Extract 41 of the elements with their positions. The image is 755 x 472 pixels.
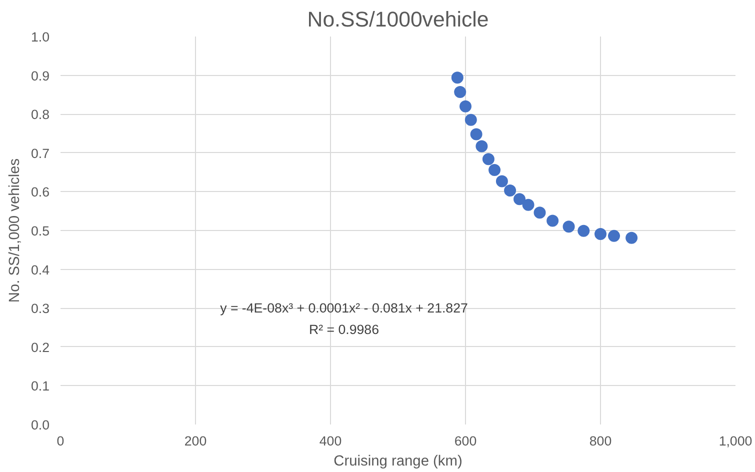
point bbox=[562, 220, 575, 233]
y-tick-label: 0.8 bbox=[30, 107, 50, 122]
x-tick-label: 800 bbox=[589, 434, 612, 448]
y-axis-title: No. SS/1,000 vehicles bbox=[6, 158, 23, 303]
y-tick-label: 0.9 bbox=[30, 68, 50, 84]
point bbox=[514, 193, 526, 206]
x-tick-label: 1,000 bbox=[718, 434, 752, 448]
point bbox=[460, 100, 472, 112]
point bbox=[476, 140, 488, 152]
y-tick-label: 0.7 bbox=[30, 146, 50, 161]
point bbox=[578, 224, 590, 237]
point bbox=[464, 114, 477, 126]
point bbox=[451, 72, 464, 84]
y-tick-label: 0.3 bbox=[30, 301, 50, 316]
x-tick-label: 200 bbox=[184, 434, 207, 448]
y-tick-label: 0.2 bbox=[30, 340, 50, 355]
point bbox=[454, 86, 466, 98]
point bbox=[488, 164, 501, 176]
point bbox=[608, 230, 620, 242]
y-tick-label: 0.0 bbox=[30, 418, 50, 432]
point bbox=[482, 153, 494, 166]
y-tick-label: 1.0 bbox=[30, 30, 50, 44]
annotation: y = -4E-08x³ + 0.0001x² - 0.081x + 21.827 bbox=[220, 300, 468, 316]
point bbox=[626, 232, 638, 244]
point bbox=[470, 128, 482, 140]
point bbox=[496, 175, 508, 188]
x-tick-label: 0 bbox=[56, 434, 64, 448]
point bbox=[522, 198, 534, 211]
point bbox=[504, 184, 516, 197]
x-tick-label: 400 bbox=[319, 434, 342, 448]
x-tick-label: 600 bbox=[454, 434, 477, 448]
y-tick-label: 0.4 bbox=[30, 262, 50, 278]
x-axis-title: Cruising range (km) bbox=[334, 454, 462, 470]
point bbox=[546, 214, 559, 227]
point bbox=[594, 228, 606, 240]
annotation: R² = 0.9986 bbox=[308, 322, 380, 337]
y-tick-label: 0.1 bbox=[30, 378, 50, 394]
y-tick-label: 0.6 bbox=[30, 184, 50, 200]
chart-title: No.SS/1000vehicle bbox=[307, 8, 489, 32]
y-tick-label: 0.5 bbox=[30, 224, 50, 238]
point bbox=[534, 206, 546, 219]
